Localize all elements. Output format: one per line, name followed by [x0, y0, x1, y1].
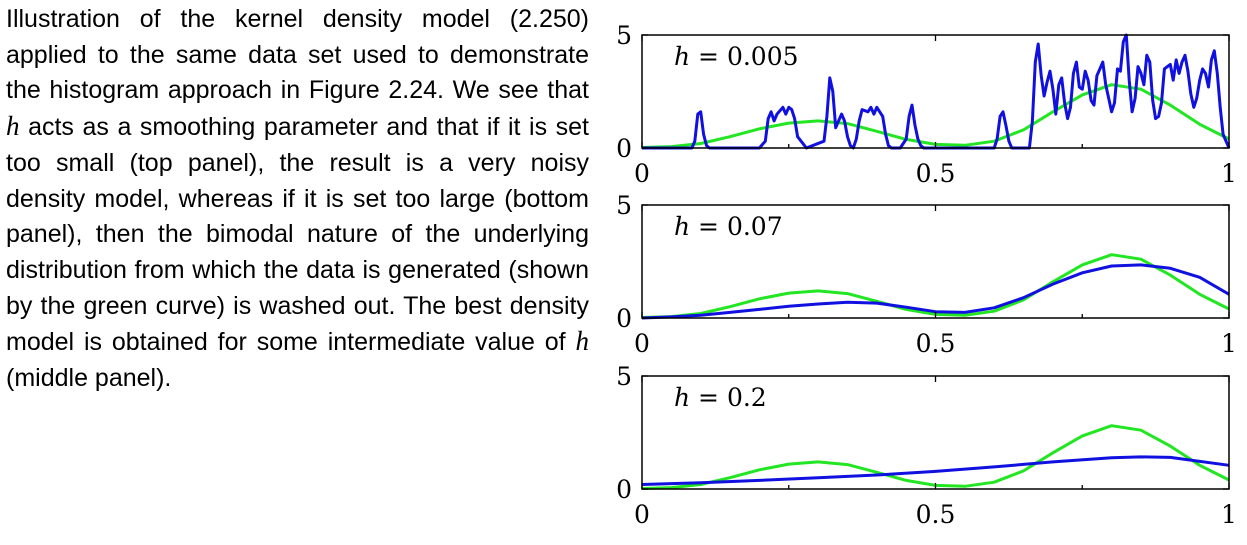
x-tick-label: 0: [634, 329, 650, 358]
panel-label: h = 0.2: [674, 383, 767, 412]
panel-label-value: = 0.07: [690, 212, 783, 241]
x-tick-label: 1: [1221, 500, 1237, 529]
series-line-kde: [641, 455, 1230, 486]
caption-math-h-1: h: [6, 111, 20, 142]
x-tick-label: 0.5: [916, 159, 956, 188]
panel-label-value: = 0.005: [690, 42, 798, 71]
caption-text-1: Illustration of the kernel density model…: [6, 5, 589, 105]
y-tick-label: 0: [616, 134, 632, 163]
series-line-kde: [641, 263, 1230, 320]
kde-panel-2: 0 0.5 1 0 5 h = 0.07: [616, 191, 1237, 358]
series-line-kde: [642, 33, 1231, 150]
kde-panel-1: 0 0.5 1 0 5 h = 0.005: [616, 21, 1237, 188]
panel-label-value: = 0.2: [690, 383, 767, 412]
kde-panel-3: 0 0.5 1 0 5 h = 0.2: [616, 362, 1237, 529]
x-tick-label: 0: [634, 500, 650, 529]
caption-text-3: (middle panel).: [6, 364, 172, 393]
y-tick-label: 5: [616, 362, 632, 391]
caption-text-2: acts as a smoothing parameter and that i…: [6, 113, 589, 357]
panel-label-var: h: [674, 212, 690, 241]
y-tick-label: 0: [616, 475, 632, 504]
x-tick-label: 0.5: [916, 329, 956, 358]
x-tick-label: 0: [634, 159, 650, 188]
y-tick-label: 0: [616, 304, 632, 333]
x-tick-label: 0.5: [916, 500, 956, 529]
y-tick-label: 5: [616, 21, 632, 50]
x-tick-label: 1: [1221, 159, 1237, 188]
panel-label: h = 0.005: [674, 42, 799, 71]
series-line-true-density: [641, 83, 1230, 149]
x-tick-label: 1: [1221, 329, 1237, 358]
caption-math-h-2: h: [575, 326, 590, 357]
figure-caption: Illustration of the kernel density model…: [6, 2, 589, 397]
panel-label: h = 0.07: [674, 212, 783, 241]
panel-label-var: h: [674, 42, 690, 71]
panel-label-var: h: [674, 383, 690, 412]
y-tick-label: 5: [616, 191, 632, 220]
